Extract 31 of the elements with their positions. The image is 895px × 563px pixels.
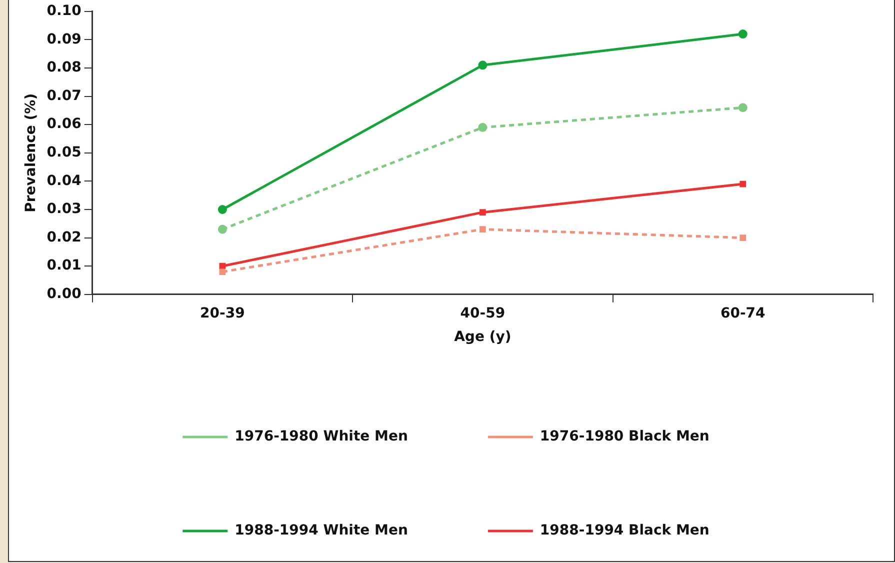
point [479,226,486,232]
point [218,205,227,214]
x-tick-label: 40-59 [460,305,506,322]
point [219,268,226,275]
point [740,180,746,188]
y-tick-label: 0.09 [46,31,82,48]
y-tick-label: 0.10 [46,3,82,20]
y-tick-label: 0.06 [46,116,82,132]
point [218,224,227,234]
y-axis-title: Prevalence (%) [23,93,40,212]
point [478,60,488,70]
point [478,122,488,132]
x-tick-label: 60-74 [720,305,766,322]
y-tick-label: 0.07 [46,88,82,104]
point [738,103,748,112]
y-tick-label: 0.03 [46,201,82,218]
y-tick-label: 0.05 [46,144,82,161]
legend-label: 1988-1994 Black Men [540,522,710,539]
legend-label: 1976-1980 Black Men [540,428,710,445]
y-tick-label: 0.02 [46,229,82,246]
y-tick-label: 0.00 [46,286,82,302]
point [740,234,746,241]
x-tick-label: 20-39 [200,305,245,322]
legend-label: 1988-1994 White Men [234,522,408,539]
x-axis-title: Age (y) [454,329,512,346]
y-tick-label: 0.01 [46,258,82,274]
point [738,30,748,39]
y-tick-label: 0.08 [46,60,82,76]
legend-label: 1976-1980 White Men [234,428,408,445]
point [479,209,486,216]
y-tick-label: 0.04 [46,172,82,189]
